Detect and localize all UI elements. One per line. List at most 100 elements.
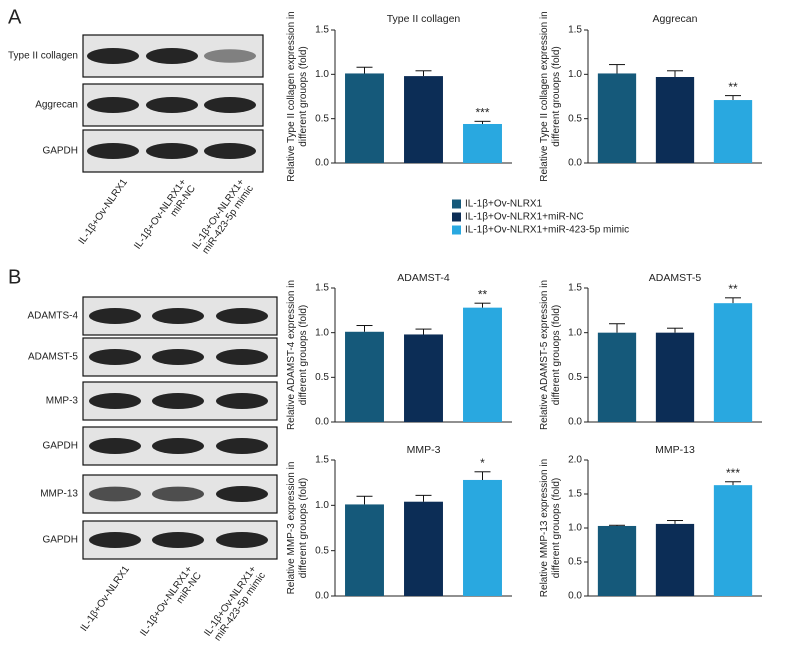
legend-label: IL-1β+Ov-NLRX1 <box>465 199 543 210</box>
y-axis-label-line: different grouops (fold) <box>551 305 562 405</box>
y-axis-label-line: Relative ADAMST-4 expression in <box>286 280 297 430</box>
significance-mark: *** <box>475 105 489 119</box>
bar <box>655 332 695 422</box>
significance-mark: *** <box>726 466 740 480</box>
error-bar <box>356 495 373 505</box>
blot-band <box>152 438 204 454</box>
lane-label: IL-1β+Ov-NLRX1+miR-423-5p mimic <box>190 177 256 258</box>
blot-band <box>146 48 198 64</box>
blot-band <box>146 143 198 159</box>
blot-band <box>152 486 204 502</box>
y-axis-label-line: Relative Type II collagen expression in <box>286 11 297 181</box>
error-bar <box>415 70 432 77</box>
y-tick-label: 0.5 <box>315 113 329 124</box>
y-axis-label-line: different grouops (fold) <box>298 478 309 578</box>
y-axis-label: Relative MMP-3 expression indifferent gr… <box>286 462 309 595</box>
y-tick-label: 1.0 <box>315 327 329 338</box>
blot-row-label: GAPDH <box>42 535 78 546</box>
bar <box>404 501 443 596</box>
blot-band <box>204 97 256 113</box>
error-bar <box>725 297 741 304</box>
blot-row-label: GAPDH <box>42 441 78 452</box>
error-bar <box>415 494 432 502</box>
blot-row-label: Type II collagen <box>8 51 78 62</box>
lane-label-line: IL-1β+Ov-NLRX1 <box>76 177 130 247</box>
error-bar <box>667 70 683 77</box>
y-axis-label: Relative ADAMST-4 expression indifferent… <box>286 280 309 430</box>
legend-swatch <box>452 225 461 235</box>
error-bar <box>725 481 741 486</box>
y-axis-label: Relative Type II collagen expression ind… <box>539 11 562 181</box>
bar <box>463 123 502 163</box>
blot-band <box>216 532 268 548</box>
blot-band <box>204 49 256 63</box>
blot-band <box>89 393 141 409</box>
y-tick-label: 2.0 <box>568 455 582 466</box>
y-tick-label: 1.0 <box>568 69 582 80</box>
panel-letter: B <box>8 266 21 288</box>
bar <box>597 525 637 596</box>
y-tick-label: 0.5 <box>315 372 329 383</box>
error-bar <box>356 66 373 74</box>
blot-row-label: MMP-13 <box>40 489 78 500</box>
panel-letter: A <box>8 6 22 28</box>
blot-row-label: Aggrecan <box>35 100 78 111</box>
bar <box>463 307 502 422</box>
y-axis-label-line: different grouops (fold) <box>298 305 309 405</box>
y-tick-label: 0.0 <box>315 417 329 428</box>
blot-band <box>87 97 139 113</box>
bar <box>713 303 753 422</box>
error-bar <box>667 327 683 333</box>
significance-mark: ** <box>728 80 738 94</box>
y-tick-label: 1.0 <box>315 69 329 80</box>
error-bar <box>415 328 432 335</box>
significance-mark: ** <box>728 282 738 296</box>
blot-band <box>216 393 268 409</box>
lane-label: IL-1β+Ov-NLRX1+miR-423-5p mimic <box>202 564 268 645</box>
bar <box>404 334 443 422</box>
y-tick-label: 1.5 <box>568 283 582 294</box>
blot-band <box>87 48 139 64</box>
blot-band <box>89 532 141 548</box>
bar <box>597 332 637 422</box>
bar <box>404 76 443 163</box>
y-tick-label: 0.0 <box>315 591 329 602</box>
error-bar <box>667 520 683 524</box>
y-axis-label-line: different grouops (fold) <box>551 46 562 146</box>
legend-swatch <box>452 199 461 209</box>
bar <box>713 100 753 163</box>
blot-band <box>216 308 268 324</box>
bar <box>655 523 695 596</box>
blot-row-label: ADAMST-5 <box>28 352 78 363</box>
y-tick-label: 1.5 <box>315 25 329 36</box>
error-bar <box>474 471 491 480</box>
y-tick-label: 1.0 <box>315 500 329 511</box>
bar <box>713 485 753 596</box>
lane-label: IL-1β+Ov-NLRX1 <box>78 564 132 634</box>
chart-title: MMP-13 <box>655 444 695 456</box>
y-tick-label: 1.5 <box>568 25 582 36</box>
lane-label: IL-1β+Ov-NLRX1+miR-NC <box>132 177 198 258</box>
bar <box>345 504 384 596</box>
y-tick-label: 0.0 <box>568 591 582 602</box>
chart-title: ADAMST-4 <box>397 272 450 284</box>
y-axis-label-line: different grouops (fold) <box>551 478 562 578</box>
error-bar <box>609 524 625 526</box>
blot-band <box>87 143 139 159</box>
y-axis-label: Relative ADAMST-5 expression indifferent… <box>539 280 562 430</box>
y-tick-label: 0.0 <box>315 158 329 169</box>
y-tick-label: 0.5 <box>568 113 582 124</box>
y-tick-label: 0.5 <box>568 372 582 383</box>
chart-title: Type II collagen <box>387 13 461 25</box>
chart-title: Aggrecan <box>653 13 698 25</box>
y-tick-label: 0.0 <box>568 158 582 169</box>
y-tick-label: 1.5 <box>568 489 582 500</box>
legend-swatch <box>452 212 461 222</box>
error-bar <box>609 323 625 333</box>
blot-row-label: MMP-3 <box>46 396 79 407</box>
bar <box>655 76 695 163</box>
blot-band <box>152 349 204 365</box>
bar <box>597 73 637 163</box>
blot-band <box>89 486 141 502</box>
blot-row-label: ADAMTS-4 <box>27 311 78 322</box>
